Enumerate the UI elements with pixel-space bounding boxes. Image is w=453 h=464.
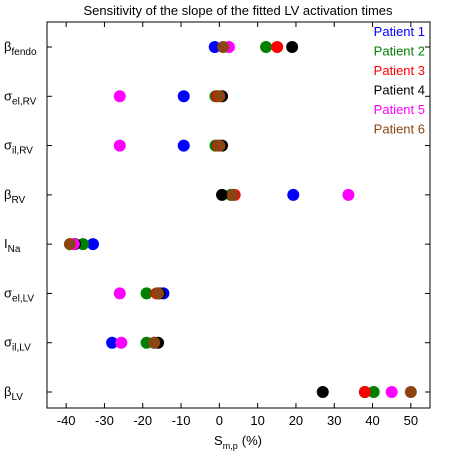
y-tick-label: INa xyxy=(4,236,21,255)
dot xyxy=(358,386,371,398)
x-tick-label: -10 xyxy=(172,413,191,428)
dot xyxy=(367,386,380,398)
dot xyxy=(213,90,226,103)
x-tick-label: -40 xyxy=(57,413,76,428)
x-tick-label: 40 xyxy=(365,413,379,428)
dot xyxy=(148,336,161,349)
dot xyxy=(316,386,329,398)
legend-entry: Patient 5 xyxy=(374,102,425,117)
dot xyxy=(216,188,229,201)
y-tick-label: σil,LV xyxy=(4,335,31,354)
x-tick-label: 0 xyxy=(216,413,223,428)
dot xyxy=(217,41,230,53)
dot xyxy=(260,41,273,53)
y-tick-label: βfendo xyxy=(4,39,37,58)
plot-frame xyxy=(46,21,431,409)
x-tick-label: -20 xyxy=(133,413,152,428)
y-tick-label: βLV xyxy=(4,384,23,403)
y-tick-label: σel,RV xyxy=(4,88,37,107)
category-subscript: Na xyxy=(8,244,21,255)
dot xyxy=(226,188,239,201)
x-label-unit: (%) xyxy=(242,433,262,448)
dot xyxy=(287,188,300,201)
dot xyxy=(208,41,221,53)
dot xyxy=(152,287,165,300)
category-subscript: fendo xyxy=(11,47,36,58)
legend-entry: Patient 4 xyxy=(374,83,425,98)
dot xyxy=(342,188,355,201)
category-subscript: il,RV xyxy=(12,146,33,157)
y-tick-label: σil,RV xyxy=(4,138,33,157)
dot xyxy=(115,336,128,349)
legend-entry: Patient 3 xyxy=(374,63,425,78)
category-subscript: el,LV xyxy=(12,293,34,304)
category-symbol: σ xyxy=(4,138,12,153)
legend-entry: Patient 2 xyxy=(374,44,425,59)
category-symbol: σ xyxy=(4,88,12,103)
category-symbol: β xyxy=(4,39,11,54)
chart-title: Sensitivity of the slope of the fitted L… xyxy=(83,3,393,18)
category-symbol: β xyxy=(4,384,11,399)
dot xyxy=(86,238,99,251)
x-axis-label: Sm,p (%) xyxy=(214,433,262,451)
category-subscript: RV xyxy=(11,195,25,206)
dot xyxy=(113,90,126,103)
x-label-subscript: m,p xyxy=(223,441,238,451)
legend-entry: Patient 1 xyxy=(374,24,425,39)
category-subscript: el,RV xyxy=(12,96,37,107)
dot xyxy=(177,90,190,103)
x-tick-label: 10 xyxy=(250,413,264,428)
category-symbol: σ xyxy=(4,335,12,350)
x-tick-label: 30 xyxy=(327,413,341,428)
category-subscript: LV xyxy=(11,392,23,403)
category-symbol: β xyxy=(4,187,11,202)
dot xyxy=(404,386,417,398)
y-tick-label: σel,LV xyxy=(4,285,34,304)
dot xyxy=(106,336,119,349)
dot xyxy=(113,139,126,152)
legend-entry: Patient 6 xyxy=(374,122,425,137)
dot xyxy=(213,139,226,152)
category-subscript: il,LV xyxy=(12,343,31,354)
dot xyxy=(140,287,153,300)
category-symbol: σ xyxy=(4,285,12,300)
x-tick-label: 50 xyxy=(404,413,418,428)
dot xyxy=(113,287,126,300)
x-tick-label: 20 xyxy=(289,413,303,428)
x-label-symbol: S xyxy=(214,433,223,448)
x-tick-label: -30 xyxy=(95,413,114,428)
dot xyxy=(385,386,398,398)
category-symbol: I xyxy=(4,236,8,251)
dot xyxy=(177,139,190,152)
y-tick-label: βRV xyxy=(4,187,26,206)
dot xyxy=(271,41,284,53)
dot xyxy=(286,41,299,53)
dot xyxy=(63,238,76,251)
